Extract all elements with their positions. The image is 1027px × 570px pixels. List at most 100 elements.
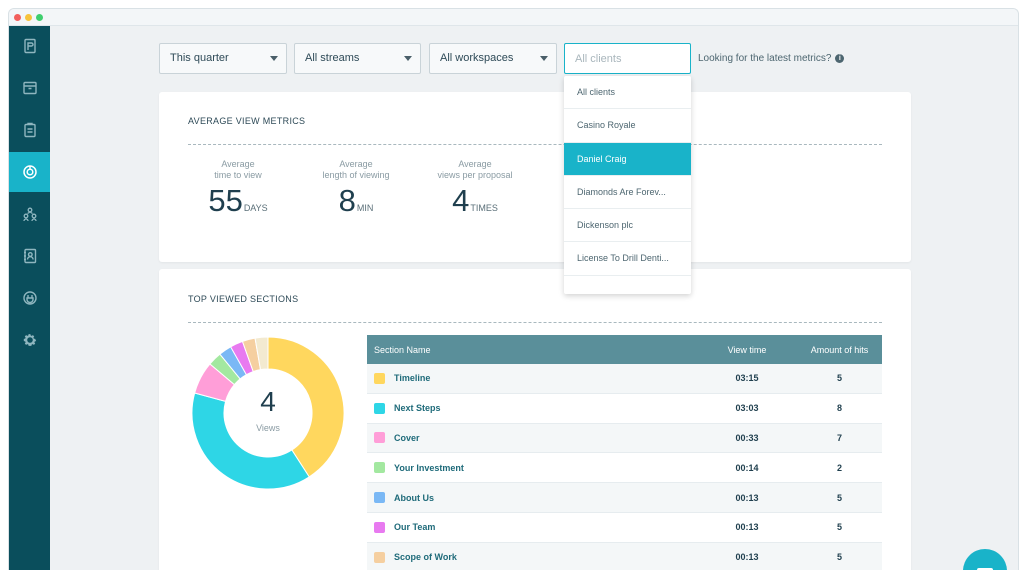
settings-icon [23,334,36,346]
views-donut-chart: 4 Views [188,333,348,493]
sections-table: Section Name View time Amount of hits Ti… [367,335,882,570]
metric-label-line1: Average [458,159,492,169]
hits-cell: 5 [836,552,842,563]
sidebar-item-contacts[interactable] [9,236,50,276]
metric-unit: DAYS [243,203,268,213]
table-row[interactable]: Next Steps 03:03 8 [367,394,882,424]
metric-label-line1: Average [339,159,373,169]
chat-icon [977,568,993,570]
sidebar-item-integrations[interactable] [9,278,50,318]
team-icon [22,207,37,222]
hits-cell: 7 [836,432,842,443]
section-color-swatch [374,551,385,563]
sidebar-item-templates[interactable] [9,110,50,150]
section-name-cell: Timeline [367,372,697,384]
donut-slice-0[interactable] [267,336,345,478]
info-icon[interactable]: i [835,54,845,63]
archive-icon [22,81,37,95]
section-name: Your Investment [394,462,464,473]
period-select-value: This quarter [170,52,229,64]
section-name-cell: About Us [367,492,697,504]
donut-slice-1[interactable] [191,392,310,490]
workspaces-select[interactable]: All workspaces [429,43,557,74]
view-time-cell: 03:03 [735,403,759,414]
view-time-cell: 00:13 [735,492,759,503]
client-search-input[interactable] [564,43,691,74]
metric-unit: TIMES [470,203,498,213]
average-view-metrics-card: AVERAGE VIEW METRICS Average time to view… [159,92,911,262]
maximize-window-button[interactable] [36,14,43,21]
client-option[interactable]: All clients [564,76,691,110]
section-name-cell: Your Investment [367,462,697,474]
section-color-swatch [374,462,385,474]
view-time-cell: 00:13 [735,552,759,563]
table-row[interactable]: Timeline 03:15 5 [367,364,882,394]
hits-cell: 5 [836,522,842,533]
metric-label-line2: time to view [214,170,262,180]
sidebar [9,26,50,570]
client-dropdown: All clients Casino Royale Daniel Craig Diam… [564,76,691,294]
column-header-hits[interactable]: Amount of hits [810,344,869,355]
chevron-down-icon [540,56,548,61]
section-name: Our Team [394,522,436,533]
integrations-icon [22,291,37,305]
clipboard-icon [23,122,36,138]
chevron-down-icon [404,56,412,61]
table-row[interactable]: Cover 00:33 7 [367,423,882,454]
streams-select-value: All streams [305,52,360,64]
contacts-icon [23,248,36,264]
client-option[interactable]: Casino Royale [564,109,691,143]
title-bar [9,9,1018,26]
metric-average-0: Average time to view 55 DAYS [178,159,298,218]
close-window-button[interactable] [14,14,21,21]
metric-number: 8 [338,183,356,218]
streams-select[interactable]: All streams [294,43,421,74]
sidebar-item-proposals[interactable] [9,26,50,66]
average-view-metrics-title: AVERAGE VIEW METRICS [188,116,306,126]
donut-slice-7[interactable] [254,336,269,371]
latest-metrics-hint-text: Looking for the latest metrics? [698,53,832,64]
client-option[interactable]: Dickenson plc [564,209,691,243]
column-header-section-name[interactable]: Section Name [374,344,431,355]
donut-views-count: 4 [260,386,276,417]
section-color-swatch [374,402,385,414]
section-name: Timeline [394,373,431,384]
section-name-cell: Next Steps [367,402,697,414]
metric-average-2: Average views per proposal 4 TIMES [415,159,535,218]
client-option[interactable]: Daniel Craig [564,142,691,176]
sidebar-item-metrics[interactable] [9,152,50,192]
hits-cell: 5 [836,492,842,503]
metric-label: Average length of viewing [296,159,416,181]
metric-number: 4 [452,183,470,218]
metric-label-line2: views per proposal [437,170,513,180]
client-option[interactable]: Diamonds Are Forev... [564,176,691,210]
metric-value: 55 DAYS [178,184,298,218]
section-color-swatch [374,521,385,533]
table-row[interactable]: Our Team 00:13 5 [367,513,882,543]
section-color-swatch [374,492,385,504]
sidebar-item-archive[interactable] [9,68,50,108]
section-name: About Us [394,492,434,503]
sidebar-item-settings[interactable] [9,320,50,360]
table-row[interactable]: About Us 00:13 5 [367,483,882,513]
column-header-view-time[interactable]: View time [727,344,767,355]
metrics-icon [22,165,37,179]
table-row[interactable]: Scope of Work 00:13 5 [367,542,882,570]
table-row[interactable]: Your Investment 00:14 2 [367,453,882,484]
chat-button[interactable] [963,549,1007,570]
section-name-cell: Scope of Work [367,551,697,563]
main-content: This quarter All streams All workspaces … [50,26,1018,570]
section-name: Cover [394,432,420,443]
donut-views-label: Views [256,423,280,433]
workspaces-select-value: All workspaces [440,52,514,64]
chevron-down-icon [270,56,278,61]
view-time-cell: 00:14 [735,462,759,473]
period-select[interactable]: This quarter [159,43,287,74]
minimize-window-button[interactable] [25,14,32,21]
sidebar-item-team[interactable] [9,194,50,234]
table-header: Section Name View time Amount of hits [367,335,882,364]
section-name: Scope of Work [394,552,457,563]
app-window: This quarter All streams All workspaces … [8,8,1019,570]
client-option[interactable]: License To Drill Denti... [564,242,691,276]
latest-metrics-hint[interactable]: Looking for the latest metrics? i [698,53,845,64]
